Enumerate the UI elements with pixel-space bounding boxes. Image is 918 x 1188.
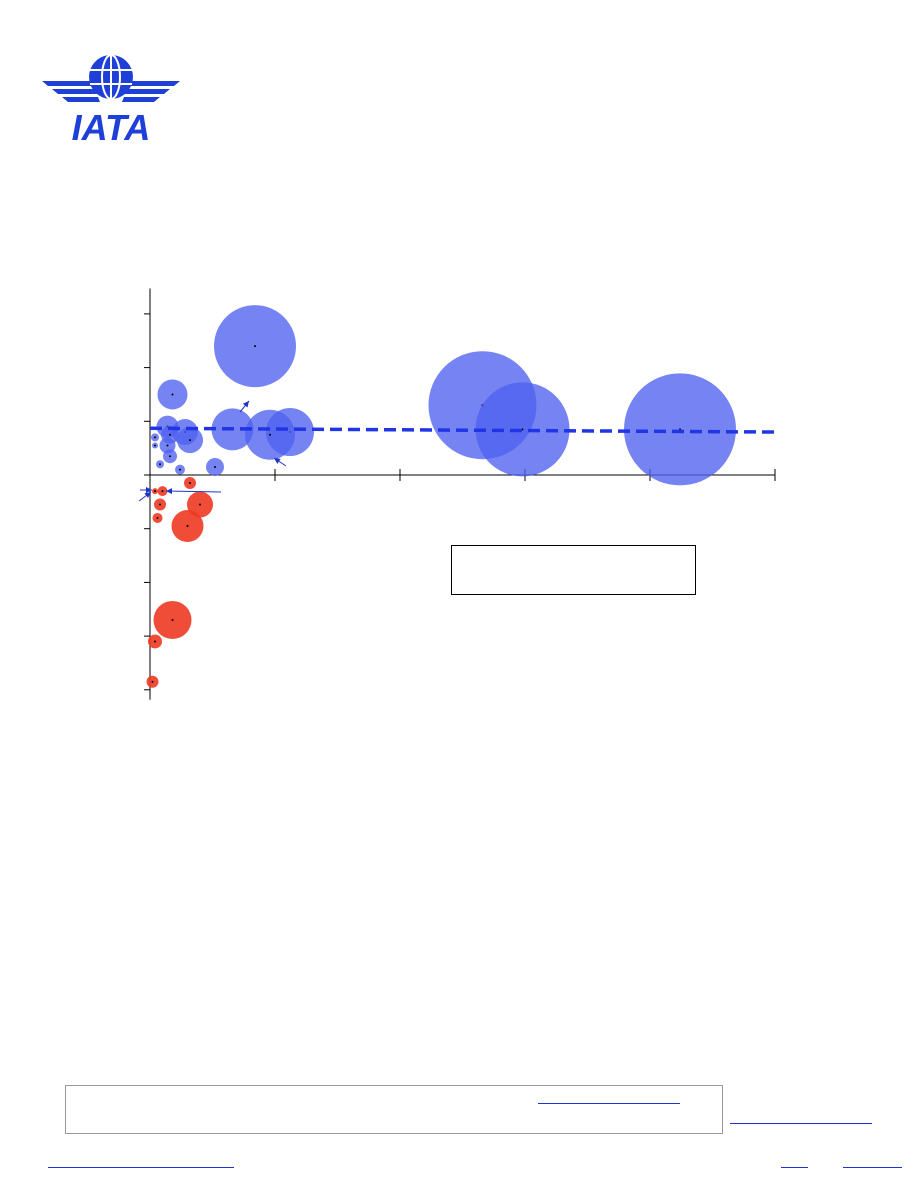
annotation-arrows: [138, 400, 287, 502]
logo-wordmark: IATA: [72, 107, 151, 146]
data-point-center: [156, 516, 159, 519]
trend-line: [149, 426, 776, 434]
data-point-center: [269, 433, 271, 436]
data-point-center: [199, 503, 201, 506]
data-point-center: [214, 465, 216, 468]
annotation-arrow: [273, 457, 287, 467]
iata-logo: IATA: [42, 54, 180, 146]
bottom-link-b[interactable]: [843, 1167, 902, 1168]
arrow-head: [242, 401, 249, 408]
data-point-center: [159, 503, 161, 506]
data-point-center: [151, 680, 154, 683]
data-point-center: [171, 393, 174, 396]
data-point-center: [154, 436, 156, 439]
arrow-shaft: [165, 490, 222, 493]
annotation-arrow: [239, 400, 250, 413]
data-point-center: [159, 463, 161, 466]
data-point-center: [254, 345, 256, 348]
bottom-link-a[interactable]: [781, 1167, 808, 1168]
legend-box: [451, 545, 696, 595]
arrow-head: [166, 488, 173, 495]
data-point-center: [154, 640, 156, 643]
footer-link[interactable]: [538, 1103, 680, 1104]
data-point-center: [161, 490, 164, 493]
data-point-center: [169, 433, 171, 436]
data-point-center: [186, 525, 189, 528]
data-point-center: [154, 490, 156, 493]
data-point-center: [171, 618, 174, 621]
arrow-head: [144, 492, 151, 498]
data-point-center: [189, 482, 191, 485]
data-point-center: [189, 439, 191, 442]
footer-box: [65, 1085, 723, 1134]
chart-bubbles: [146, 305, 736, 688]
annotation-arrow: [138, 491, 152, 502]
bottom-left-link[interactable]: [48, 1167, 234, 1168]
data-point-center: [166, 444, 169, 447]
side-link[interactable]: [730, 1123, 872, 1124]
data-point-center: [169, 455, 171, 458]
arrow-head: [274, 458, 281, 464]
arrow-head: [146, 487, 152, 493]
data-point-center: [154, 444, 156, 447]
annotation-arrow: [140, 487, 152, 493]
trend-line-group: [149, 426, 776, 434]
annotation-arrow: [165, 488, 222, 495]
data-point-center: [179, 468, 181, 471]
